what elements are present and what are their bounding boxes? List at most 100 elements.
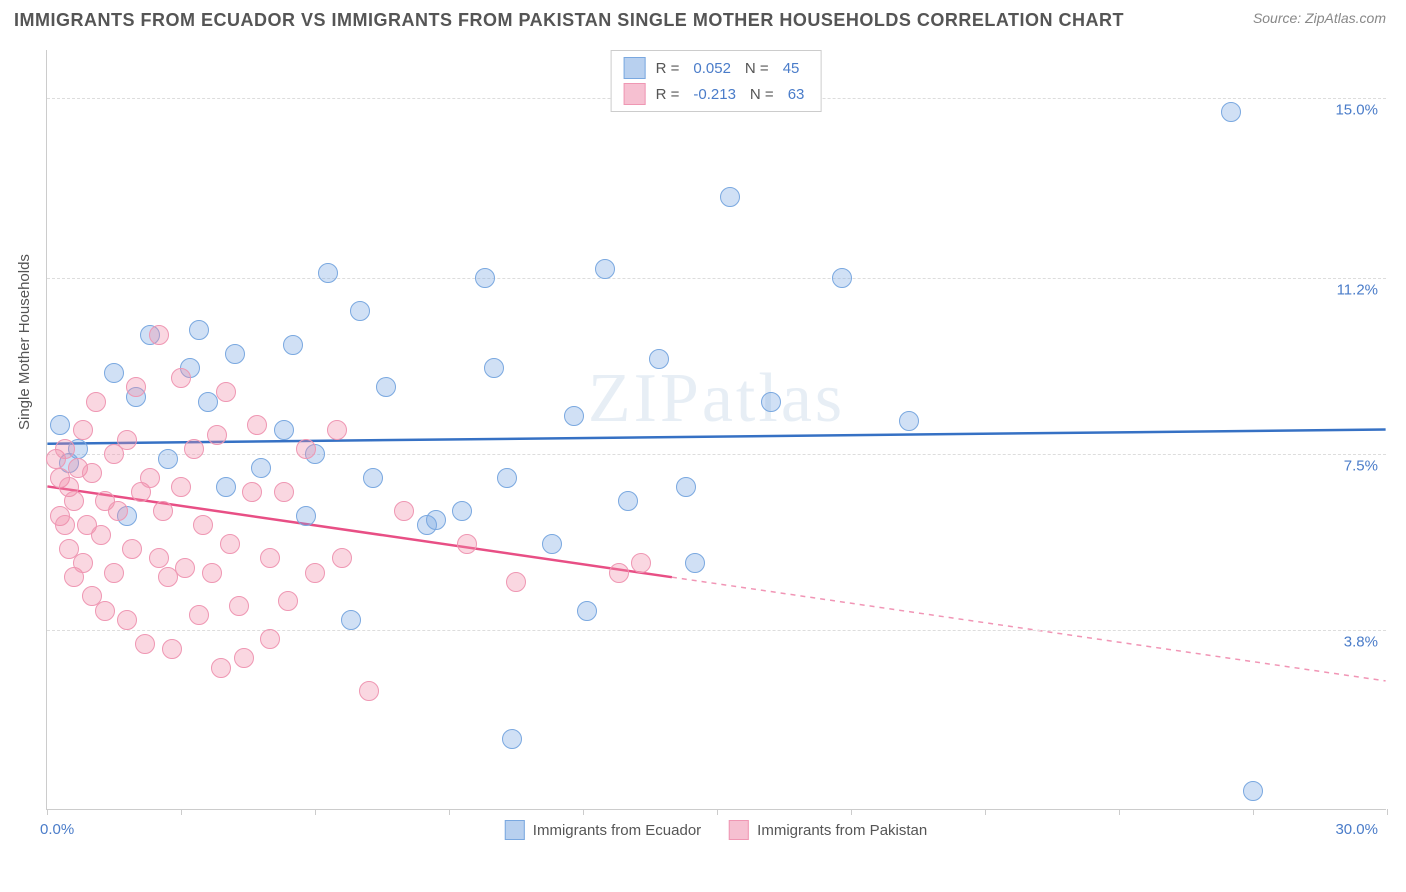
series-legend-item: Immigrants from Pakistan [729, 820, 927, 840]
data-point [318, 263, 338, 283]
data-point [618, 491, 638, 511]
legend-n-label: N = [750, 86, 774, 103]
data-point [899, 411, 919, 431]
data-point [426, 510, 446, 530]
data-point [73, 420, 93, 440]
legend-r-value: 0.052 [689, 60, 735, 77]
data-point [229, 596, 249, 616]
series-legend-label: Immigrants from Pakistan [757, 822, 927, 839]
data-point [577, 601, 597, 621]
data-point [91, 525, 111, 545]
x-tick [47, 809, 48, 815]
x-tick [583, 809, 584, 815]
data-point [171, 368, 191, 388]
data-point [247, 415, 267, 435]
correlation-legend: R = 0.052 N = 45 R = -0.213 N = 63 [611, 50, 822, 112]
y-tick-label: 15.0% [1335, 101, 1378, 118]
data-point [198, 392, 218, 412]
data-point [685, 553, 705, 573]
legend-n-value: 63 [784, 86, 809, 103]
data-point [359, 681, 379, 701]
data-point [564, 406, 584, 426]
data-point [225, 344, 245, 364]
data-point [296, 506, 316, 526]
data-point [506, 572, 526, 592]
data-point [211, 658, 231, 678]
data-point [104, 363, 124, 383]
data-point [497, 468, 517, 488]
legend-swatch [624, 57, 646, 79]
source-label: Source: ZipAtlas.com [1253, 10, 1386, 26]
series-legend-item: Immigrants from Ecuador [505, 820, 701, 840]
data-point [278, 591, 298, 611]
data-point [720, 187, 740, 207]
data-point [502, 729, 522, 749]
correlation-legend-row: R =0.052N =45 [624, 55, 809, 81]
x-tick [1253, 809, 1254, 815]
data-point [341, 610, 361, 630]
data-point [242, 482, 262, 502]
data-point [140, 468, 160, 488]
y-tick-label: 3.8% [1344, 633, 1378, 650]
y-tick-label: 11.2% [1337, 282, 1378, 299]
data-point [609, 563, 629, 583]
data-point [117, 430, 137, 450]
data-point [394, 501, 414, 521]
data-point [260, 629, 280, 649]
data-point [220, 534, 240, 554]
data-point [327, 420, 347, 440]
data-point [761, 392, 781, 412]
x-tick [851, 809, 852, 815]
data-point [117, 610, 137, 630]
data-point [376, 377, 396, 397]
data-point [216, 382, 236, 402]
data-point [55, 439, 75, 459]
data-point [649, 349, 669, 369]
legend-r-label: R = [656, 86, 680, 103]
gridline [47, 454, 1386, 455]
x-tick [449, 809, 450, 815]
data-point [452, 501, 472, 521]
data-point [55, 515, 75, 535]
data-point [274, 420, 294, 440]
data-point [158, 449, 178, 469]
data-point [193, 515, 213, 535]
data-point [50, 415, 70, 435]
data-point [363, 468, 383, 488]
chart-title: IMMIGRANTS FROM ECUADOR VS IMMIGRANTS FR… [14, 10, 1124, 31]
data-point [296, 439, 316, 459]
x-tick [1387, 809, 1388, 815]
data-point [104, 563, 124, 583]
data-point [283, 335, 303, 355]
legend-swatch [624, 83, 646, 105]
x-axis-max-label: 30.0% [1335, 821, 1378, 838]
data-point [95, 601, 115, 621]
x-tick [985, 809, 986, 815]
data-point [158, 567, 178, 587]
data-point [251, 458, 271, 478]
legend-r-value: -0.213 [689, 86, 740, 103]
data-point [189, 320, 209, 340]
watermark: ZIPatlas [588, 359, 845, 439]
data-point [149, 548, 169, 568]
data-point [82, 463, 102, 483]
data-point [175, 558, 195, 578]
legend-swatch [729, 820, 749, 840]
data-point [274, 482, 294, 502]
data-point [676, 477, 696, 497]
chart-container: Single Mother Households ZIPatlas 3.8%7.… [46, 50, 1386, 810]
data-point [832, 268, 852, 288]
correlation-legend-row: R = -0.213 N = 63 [624, 81, 809, 107]
x-axis-min-label: 0.0% [40, 821, 74, 838]
data-point [73, 553, 93, 573]
legend-n-value: 45 [779, 60, 804, 77]
x-tick [181, 809, 182, 815]
data-point [457, 534, 477, 554]
data-point [135, 634, 155, 654]
legend-swatch [505, 820, 525, 840]
data-point [260, 548, 280, 568]
legend-n-label: N = [745, 60, 769, 77]
y-tick-label: 7.5% [1344, 457, 1378, 474]
gridline [47, 630, 1386, 631]
data-point [189, 605, 209, 625]
